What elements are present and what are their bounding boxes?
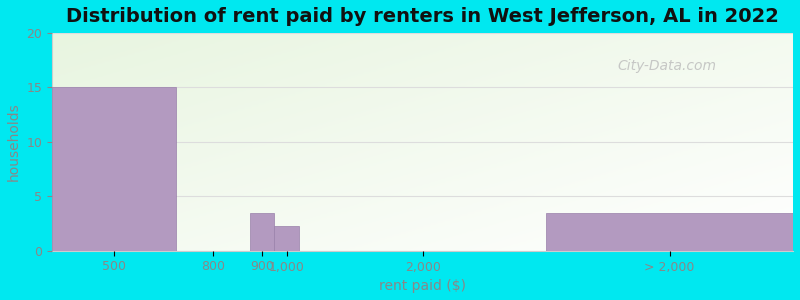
Y-axis label: households: households: [7, 103, 21, 181]
Bar: [250, 213, 274, 251]
Bar: [546, 213, 793, 251]
Text: City-Data.com: City-Data.com: [618, 59, 717, 73]
Bar: [274, 226, 299, 251]
Title: Distribution of rent paid by renters in West Jefferson, AL in 2022: Distribution of rent paid by renters in …: [66, 7, 779, 26]
X-axis label: rent paid ($): rent paid ($): [379, 279, 466, 293]
Bar: [52, 88, 175, 251]
